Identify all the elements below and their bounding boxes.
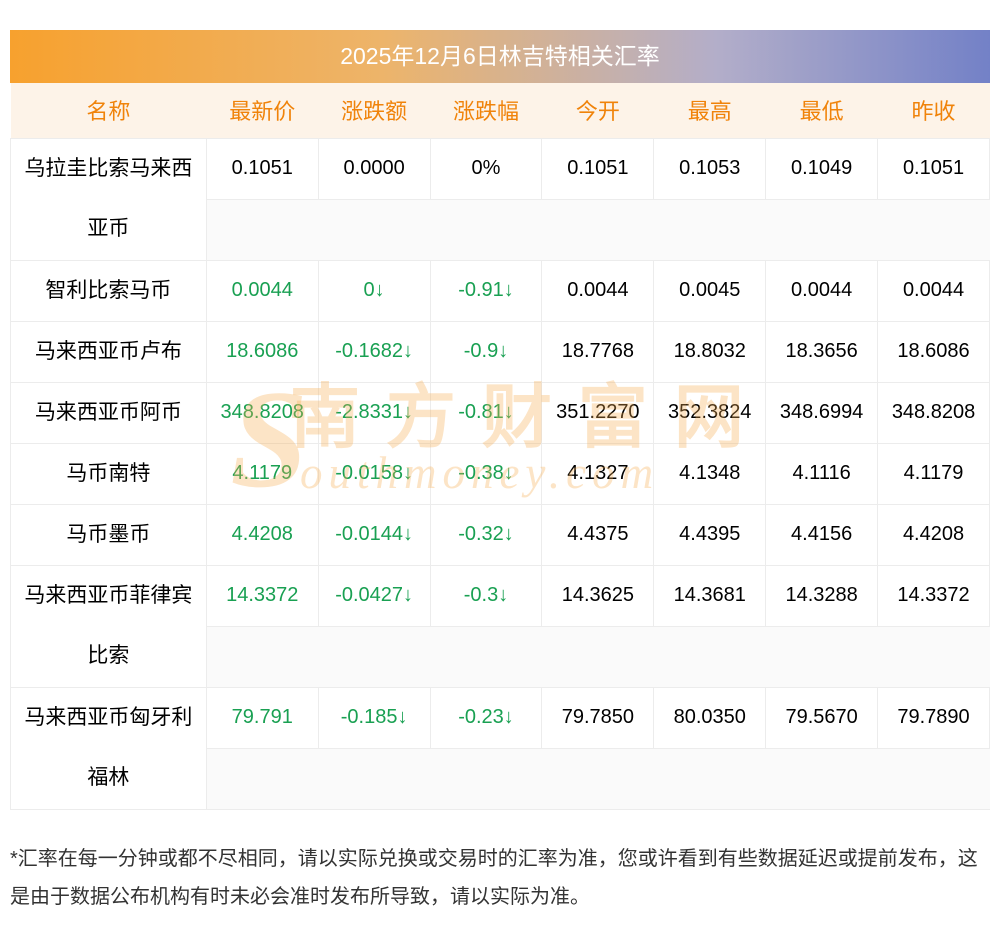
cell-change-amount: -2.8331↓ xyxy=(317,381,431,444)
cell-change-amount: -0.0158↓ xyxy=(317,442,431,505)
cell-prev-close: 0.0044 xyxy=(877,259,990,322)
cell-high: 18.8032 xyxy=(653,320,767,383)
cell-change-percent: -0.9↓ xyxy=(429,320,543,383)
cell-prev-close: 4.4208 xyxy=(877,503,990,566)
col-header-today-open: 今开 xyxy=(541,83,654,138)
cell-low: 348.6994 xyxy=(765,381,879,444)
table-row: 马币墨币 4.4208 -0.0144↓ -0.32↓ 4.4375 4.4395 4.41… xyxy=(10,503,990,566)
cell-change-amount: -0.185↓ xyxy=(317,686,431,749)
currency-pair-name: 马来西亚币阿币 xyxy=(10,381,207,444)
cell-prev-close: 14.3372 xyxy=(877,564,990,627)
table-row: 马来西亚币卢布 18.6086 -0.1682↓ -0.9↓ 18.7768 18.803… xyxy=(10,320,990,383)
cell-high: 4.4395 xyxy=(653,503,767,566)
cell-today-open: 0.1051 xyxy=(541,137,655,200)
cell-high: 4.1348 xyxy=(653,442,767,505)
currency-pair-name: 马币南特 xyxy=(10,442,207,505)
filler-cell xyxy=(206,747,990,810)
cell-today-open: 79.7850 xyxy=(541,686,655,749)
cell-latest-price: 18.6086 xyxy=(205,320,319,383)
rates-table-body: 乌拉圭比索马来西亚币 0.1051 0.0000 0% 0.1051 0.1053 0.10… xyxy=(10,137,990,810)
rates-page: 2025年12月6日林吉特相关汇率 名称 最新价 涨跌额 涨跌幅 今开 最高 最… xyxy=(10,30,990,916)
cell-high: 0.1053 xyxy=(653,137,767,200)
currency-pair-name: 马来西亚币卢布 xyxy=(10,320,207,383)
cell-today-open: 0.0044 xyxy=(541,259,655,322)
cell-change-amount: -0.0427↓ xyxy=(317,564,431,627)
col-header-prev-close: 昨收 xyxy=(877,83,990,138)
table-row: 马币南特 4.1179 -0.0158↓ -0.38↓ 4.1327 4.1348 4.11… xyxy=(10,442,990,505)
cell-today-open: 351.2270 xyxy=(541,381,655,444)
currency-pair-name: 乌拉圭比索马来西亚币 xyxy=(10,137,207,261)
cell-low: 14.3288 xyxy=(765,564,879,627)
cell-prev-close: 79.7890 xyxy=(877,686,990,749)
cell-today-open: 14.3625 xyxy=(541,564,655,627)
cell-change-percent: -0.38↓ xyxy=(429,442,543,505)
table-row-filler xyxy=(11,198,990,261)
col-header-change-amount: 涨跌额 xyxy=(318,83,431,138)
cell-prev-close: 348.8208 xyxy=(877,381,990,444)
cell-change-amount: 0.0000 xyxy=(317,137,431,200)
col-header-low: 最低 xyxy=(765,83,878,138)
cell-latest-price: 4.4208 xyxy=(205,503,319,566)
header-row: 名称 最新价 涨跌额 涨跌幅 今开 最高 最低 昨收 xyxy=(10,83,990,138)
cell-change-percent: -0.91↓ xyxy=(429,259,543,322)
table-row-filler xyxy=(11,747,990,810)
cell-latest-price: 4.1179 xyxy=(205,442,319,505)
col-header-change-percent: 涨跌幅 xyxy=(430,83,542,138)
cell-latest-price: 348.8208 xyxy=(205,381,319,444)
cell-change-percent: -0.32↓ xyxy=(429,503,543,566)
cell-prev-close: 18.6086 xyxy=(877,320,990,383)
cell-change-percent: -0.81↓ xyxy=(429,381,543,444)
cell-high: 352.3824 xyxy=(653,381,767,444)
table-row: 马来西亚币阿币 348.8208 -2.8331↓ -0.81↓ 351.2270 352… xyxy=(10,381,990,444)
cell-latest-price: 0.1051 xyxy=(205,137,319,200)
page-title: 2025年12月6日林吉特相关汇率 xyxy=(10,30,990,83)
currency-pair-name: 马来西亚币菲律宾比索 xyxy=(10,564,207,688)
cell-change-percent: 0% xyxy=(429,137,543,200)
cell-low: 4.4156 xyxy=(765,503,879,566)
cell-latest-price: 0.0044 xyxy=(205,259,319,322)
rates-table: 名称 最新价 涨跌额 涨跌幅 今开 最高 最低 昨收 乌拉圭比索马来西亚币 0.1… xyxy=(10,83,990,810)
cell-latest-price: 14.3372 xyxy=(205,564,319,627)
cell-change-percent: -0.23↓ xyxy=(429,686,543,749)
cell-prev-close: 4.1179 xyxy=(877,442,990,505)
cell-low: 4.1116 xyxy=(765,442,879,505)
currency-pair-name: 马来西亚币匈牙利福林 xyxy=(10,686,207,810)
cell-change-percent: -0.3↓ xyxy=(429,564,543,627)
cell-change-amount: -0.0144↓ xyxy=(317,503,431,566)
cell-today-open: 4.1327 xyxy=(541,442,655,505)
cell-today-open: 18.7768 xyxy=(541,320,655,383)
cell-low: 0.1049 xyxy=(765,137,879,200)
cell-prev-close: 0.1051 xyxy=(877,137,990,200)
currency-pair-name: 马币墨币 xyxy=(10,503,207,566)
cell-today-open: 4.4375 xyxy=(541,503,655,566)
table-row: 马来西亚币菲律宾比索 14.3372 -0.0427↓ -0.3↓ 14.3625 14.… xyxy=(10,564,990,688)
filler-cell xyxy=(206,625,990,688)
disclaimer-text: *汇率在每一分钟或都不尽相同，请以实际兑换或交易时的汇率为准，您或许看到有些数据… xyxy=(10,847,978,908)
cell-change-amount: -0.1682↓ xyxy=(317,320,431,383)
table-row: 马来西亚币匈牙利福林 79.791 -0.185↓ -0.23↓ 79.7850 80.0… xyxy=(10,686,990,810)
col-header-name: 名称 xyxy=(10,83,207,138)
filler-cell xyxy=(206,198,990,261)
cell-low: 18.3656 xyxy=(765,320,879,383)
cell-low: 79.5670 xyxy=(765,686,879,749)
cell-high: 14.3681 xyxy=(653,564,767,627)
cell-latest-price: 79.791 xyxy=(205,686,319,749)
col-header-latest-price: 最新价 xyxy=(206,83,319,138)
currency-pair-name: 智利比索马币 xyxy=(10,259,207,322)
table-row: 智利比索马币 0.0044 0↓ -0.91↓ 0.0044 0.0045 0.0044 0.… xyxy=(10,259,990,322)
cell-change-amount: 0↓ xyxy=(317,259,431,322)
table-row: 乌拉圭比索马来西亚币 0.1051 0.0000 0% 0.1051 0.1053 0.10… xyxy=(10,137,990,261)
cell-high: 0.0045 xyxy=(653,259,767,322)
cell-high: 80.0350 xyxy=(653,686,767,749)
col-header-high: 最高 xyxy=(653,83,766,138)
cell-low: 0.0044 xyxy=(765,259,879,322)
